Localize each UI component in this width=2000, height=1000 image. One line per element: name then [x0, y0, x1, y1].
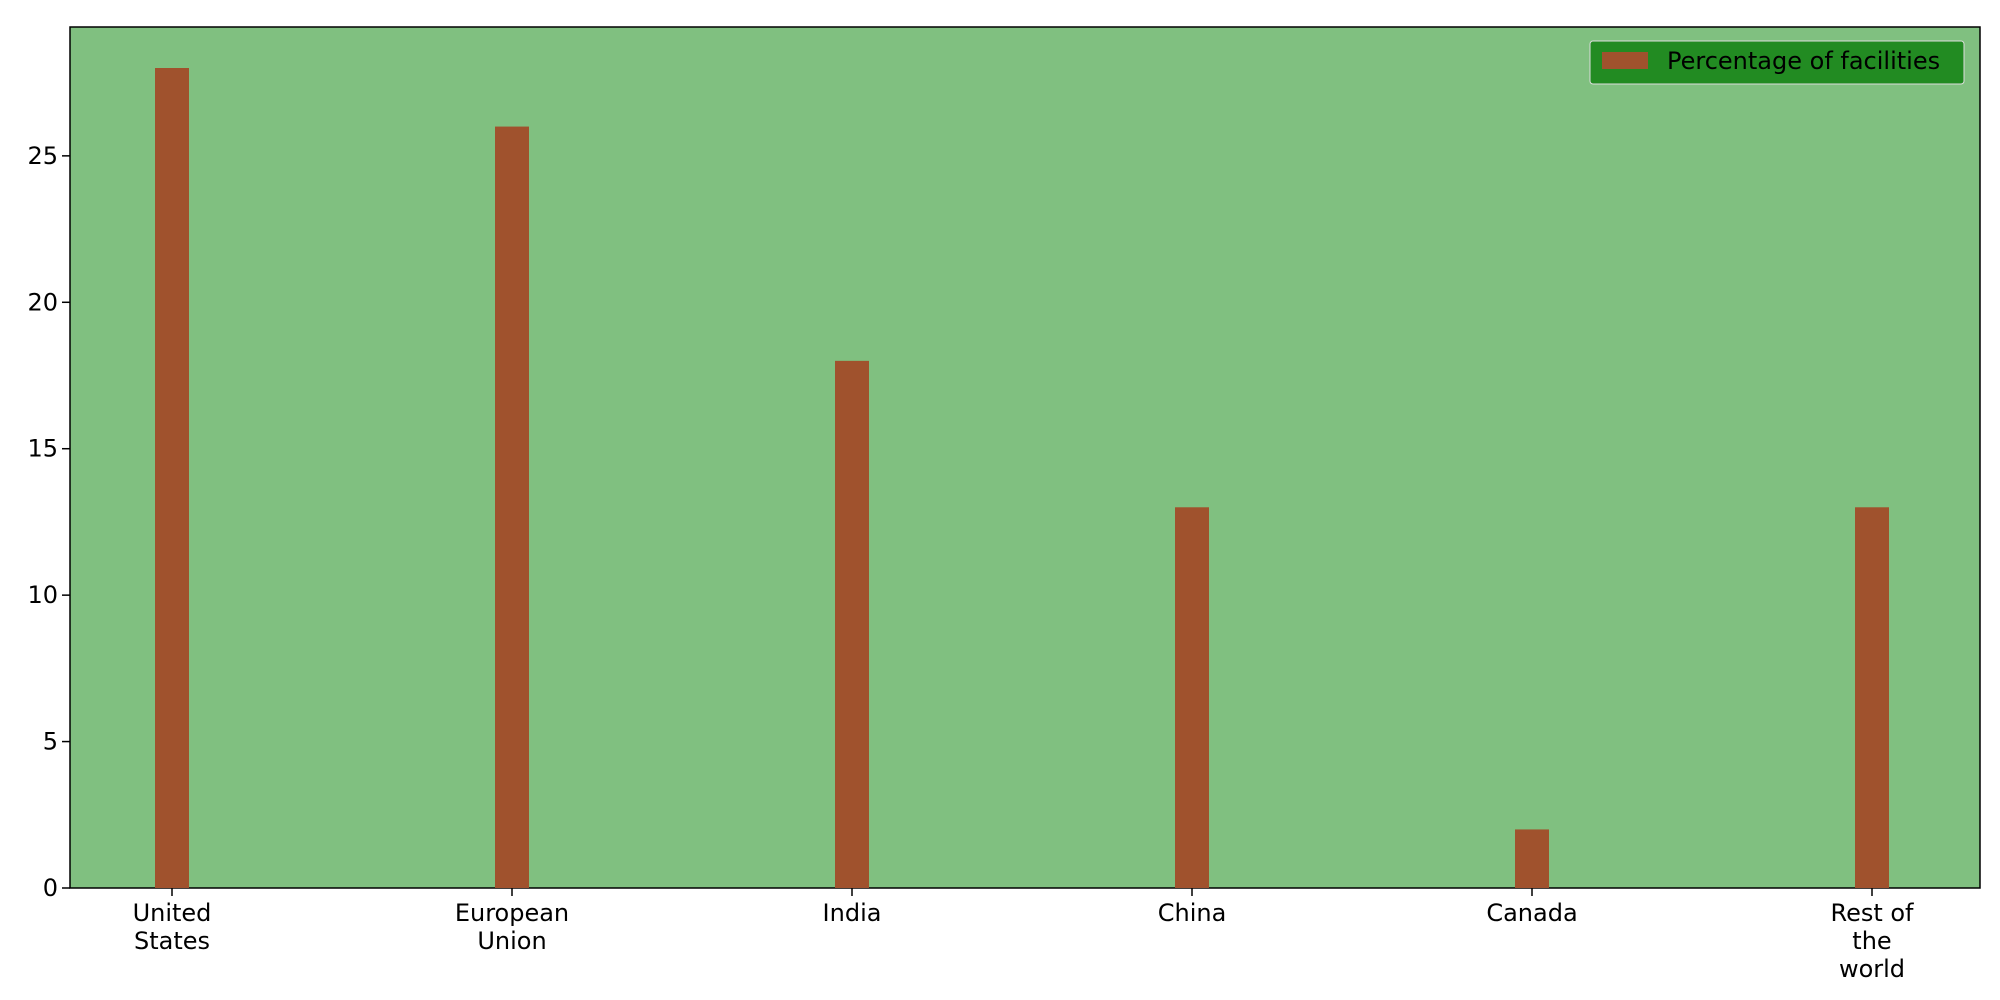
x-tick-label-line: the [1852, 927, 1891, 955]
legend: Percentage of facilities [1589, 40, 1965, 85]
y-tick-label-4: 20 [27, 288, 58, 316]
y-tick-label-0: 0 [43, 874, 58, 902]
legend-label: Percentage of facilities [1667, 47, 1940, 75]
x-tick-label-line: United [133, 899, 212, 927]
y-axis: 0 5 10 15 20 25 [27, 142, 70, 902]
bar-1 [495, 126, 529, 889]
x-tick-label-line: India [823, 899, 882, 927]
bar-0 [155, 68, 189, 888]
x-axis: United States European Union India China Canad… [133, 888, 1914, 983]
x-tick-label-line: China [1158, 899, 1227, 927]
bar-3 [1175, 507, 1209, 888]
x-tick-label-2: India [823, 899, 882, 927]
y-tick-label-1: 5 [43, 728, 58, 756]
bar-2 [835, 360, 869, 888]
x-tick-label-3: China [1158, 899, 1227, 927]
legend-swatch [1602, 52, 1648, 69]
x-tick-label-line: Rest of [1830, 899, 1914, 927]
bar-5 [1855, 507, 1889, 888]
x-tick-label-1: European Union [455, 899, 569, 955]
x-tick-label-0: United States [133, 899, 212, 955]
plot-area [69, 26, 1981, 889]
x-tick-label-4: Canada [1486, 899, 1577, 927]
x-tick-label-line: Union [477, 927, 546, 955]
y-tick-label-2: 10 [27, 581, 58, 609]
y-tick-label-5: 25 [27, 142, 58, 170]
bars-group [155, 68, 1889, 889]
x-tick-label-line: world [1839, 955, 1905, 983]
legend-box [1589, 40, 1965, 85]
y-tick-label-3: 15 [27, 435, 58, 463]
x-tick-label-line: Canada [1486, 899, 1577, 927]
bar-4 [1515, 829, 1549, 888]
x-tick-label-5: Rest of the world [1830, 899, 1914, 983]
x-tick-label-line: European [455, 899, 569, 927]
x-tick-label-line: States [134, 927, 210, 955]
